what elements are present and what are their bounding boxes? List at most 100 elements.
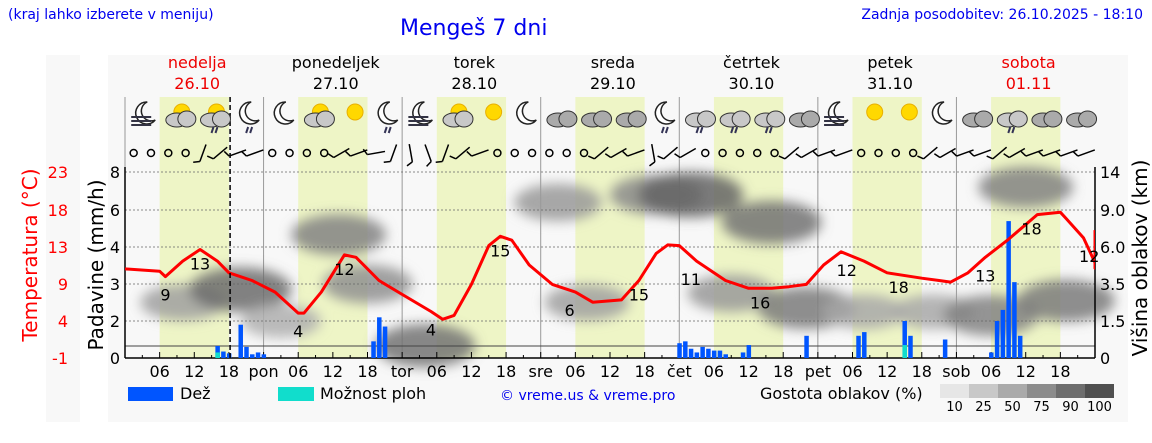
cloud-rain-icon	[719, 110, 751, 134]
wind-barb-icon	[1020, 149, 1044, 157]
density-level: 75	[1027, 384, 1056, 415]
barb-shaft	[1060, 149, 1078, 157]
calm-wind-icon	[510, 148, 519, 158]
density-level: 90	[1056, 384, 1085, 415]
barb-feather	[604, 153, 612, 159]
rain-bar	[700, 346, 705, 358]
x-tick-label: 18	[773, 362, 793, 381]
moon-icon	[273, 101, 295, 125]
moon-shape	[412, 101, 433, 125]
rain-bar	[688, 348, 694, 358]
moon-icon	[516, 101, 537, 125]
barb-feather	[917, 155, 924, 160]
barb-feather	[1072, 150, 1079, 157]
cloud-shape	[766, 110, 786, 128]
cloud-blob	[544, 284, 630, 321]
temperature-label: 18	[889, 278, 909, 297]
cloud-height-tick-label: 1.5	[1100, 312, 1125, 331]
x-tick-label: 18	[1050, 362, 1070, 381]
sun-icon	[485, 103, 503, 121]
cloud-rain-icon	[754, 110, 786, 134]
rain-bar	[746, 345, 752, 358]
barb-feather	[426, 160, 432, 167]
rain-bar	[908, 335, 913, 358]
density-level: 100	[1085, 384, 1114, 415]
cloud-shape	[1078, 110, 1098, 128]
rain-bar	[1012, 282, 1017, 358]
day-date: 31.10	[867, 74, 913, 93]
density-label: 75	[1033, 400, 1050, 415]
temperature-label: 12	[1079, 247, 1099, 266]
barb-feather	[795, 153, 802, 159]
x-tick-label: 18	[357, 362, 377, 381]
wind-barb-icon	[778, 146, 800, 160]
wind-barb-icon	[449, 146, 471, 160]
rain-bar	[226, 353, 232, 358]
sun-shape	[866, 103, 884, 121]
rain-bar	[740, 352, 746, 358]
cloud-shape	[211, 110, 231, 128]
cloud-height-tick-label: 0	[1100, 349, 1110, 368]
x-tick-label: 18	[219, 362, 239, 381]
rain-drop	[699, 126, 704, 134]
barb-shaft	[817, 149, 836, 157]
barb-feather	[1055, 150, 1062, 157]
cloud-shape	[593, 110, 613, 128]
rain-bar	[1000, 309, 1006, 358]
wind-barb-icon	[406, 144, 414, 167]
rain-drop	[214, 126, 219, 134]
x-tick-label: 12	[738, 362, 758, 381]
rain-bar	[994, 321, 1000, 358]
moon-shape	[516, 101, 537, 125]
temp-tick-label: 18	[48, 201, 68, 220]
barb-shaft	[627, 149, 645, 157]
x-tick-label: 12	[1016, 362, 1036, 381]
wind-barb-icon	[223, 149, 247, 157]
temperature-label: 12	[837, 261, 857, 280]
wind-barb-icon	[435, 144, 450, 163]
cloud-shape	[558, 110, 578, 128]
temp-tick-label: 4	[58, 312, 68, 331]
temp-tick-label: 9	[58, 275, 68, 294]
x-tick-label: 18	[496, 362, 516, 381]
cloud-blob	[189, 267, 292, 312]
moon-shape	[238, 101, 260, 125]
rain-drop	[695, 126, 700, 134]
density-label: 100	[1087, 400, 1112, 415]
moon-rain-icon	[654, 101, 676, 134]
cloud-blob	[291, 214, 387, 256]
credit-link[interactable]: © vreme.us & vreme.pro	[500, 388, 676, 404]
wind-barb-icon	[241, 149, 264, 157]
wind-barb-icon	[383, 144, 398, 163]
shower-bar	[215, 352, 220, 358]
barb-feather	[406, 161, 413, 167]
wind-barb-icon	[968, 149, 992, 157]
moon-shape	[135, 101, 156, 125]
barb-feather	[206, 155, 214, 160]
shower-bar	[902, 345, 907, 358]
cloud-icon	[788, 110, 820, 128]
wind-barb-icon	[986, 146, 1008, 160]
sun-shape	[900, 103, 918, 121]
calm-wind-icon	[129, 148, 138, 158]
moon-rain-icon	[238, 101, 260, 134]
moon-shape	[827, 101, 849, 125]
region-hint[interactable]: (kraj lahko izberete v meniju)	[8, 7, 214, 23]
wind-barb-icon	[951, 149, 974, 157]
barb-feather	[435, 160, 443, 163]
rain-bar	[221, 351, 226, 358]
barb-feather	[951, 150, 958, 157]
cloud-blob	[322, 264, 413, 304]
cloud-height-tick-label: 14	[1100, 163, 1120, 182]
wind-barb-icon	[812, 149, 836, 157]
cloud-icon	[615, 110, 647, 128]
wind-barb-icon	[933, 147, 956, 159]
barb-feather	[674, 153, 681, 159]
calm-wind-icon	[874, 148, 883, 158]
calm-wind-icon	[908, 148, 918, 158]
calm-wind-icon	[302, 148, 312, 158]
cloud-height-tick-label: 9.0	[1100, 201, 1125, 220]
cloud-icon	[581, 110, 613, 128]
precip-tick-label: 6	[110, 201, 120, 220]
